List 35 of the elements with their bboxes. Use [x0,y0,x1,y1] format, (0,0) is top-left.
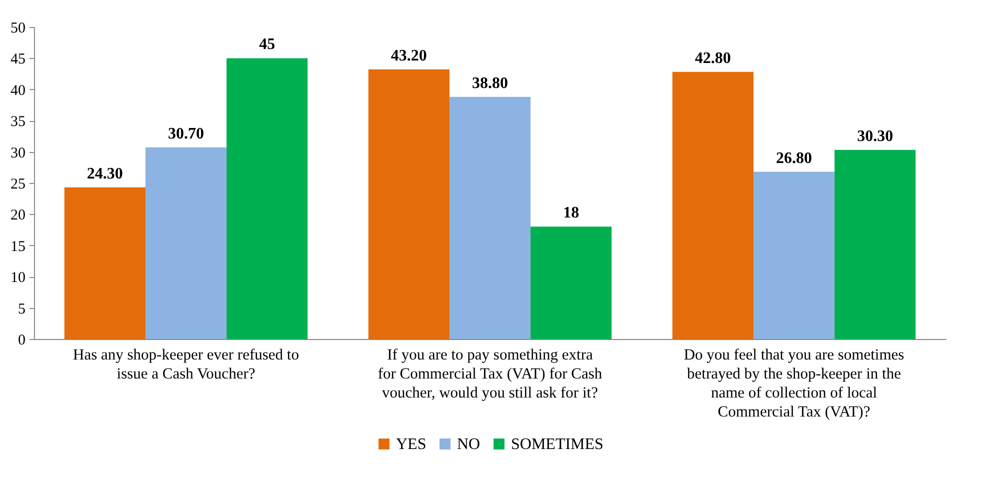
y-tick-label: 10 [10,270,26,286]
data-label: 42.80 [694,50,731,67]
y-tick-label: 30 [10,145,26,162]
bar [64,187,146,339]
data-label: 30.30 [857,128,894,145]
y-tick-label: 40 [10,82,26,99]
bar [753,172,835,339]
bar [834,150,916,339]
y-tick-label: 15 [10,238,26,255]
y-tick-label: 35 [10,114,26,130]
bar [368,69,450,339]
data-label: 26.80 [776,150,812,167]
data-label: 30.70 [168,125,204,142]
x-tick-label: Has any shop-keeper ever refused to issue a Cash Voucher? [73,346,300,382]
bar [672,72,754,339]
legend-label: NO [457,436,480,453]
data-label: 24.30 [86,165,123,182]
y-tick-label: 5 [18,301,26,318]
data-label: 43.20 [390,47,427,64]
data-label: 38.80 [472,74,508,92]
x-tick-label: If you are to pay something extra for Commercial Tax (VAT) for Cash voucher, would you still ask for it? [378,346,602,402]
legend-label: YES [396,436,426,453]
legend-label: SOMETIMES [511,436,604,453]
y-tick-label: 25 [10,176,26,192]
data-label: 18 [563,204,580,222]
x-tick-label: Do you feel that you are sometimes betrayed by the shop-keeper in the name of collection of local Commercial Tax (VAT)? [684,346,904,420]
y-tick-label: 20 [10,208,26,224]
y-tick-label: 45 [10,52,26,68]
data-label: 45 [259,36,276,54]
y-tick-label: 50 [10,20,26,36]
bar [226,58,308,339]
bar [530,226,612,339]
y-tick-label: 0 [18,332,26,348]
bar [145,147,227,339]
bar [449,96,531,339]
